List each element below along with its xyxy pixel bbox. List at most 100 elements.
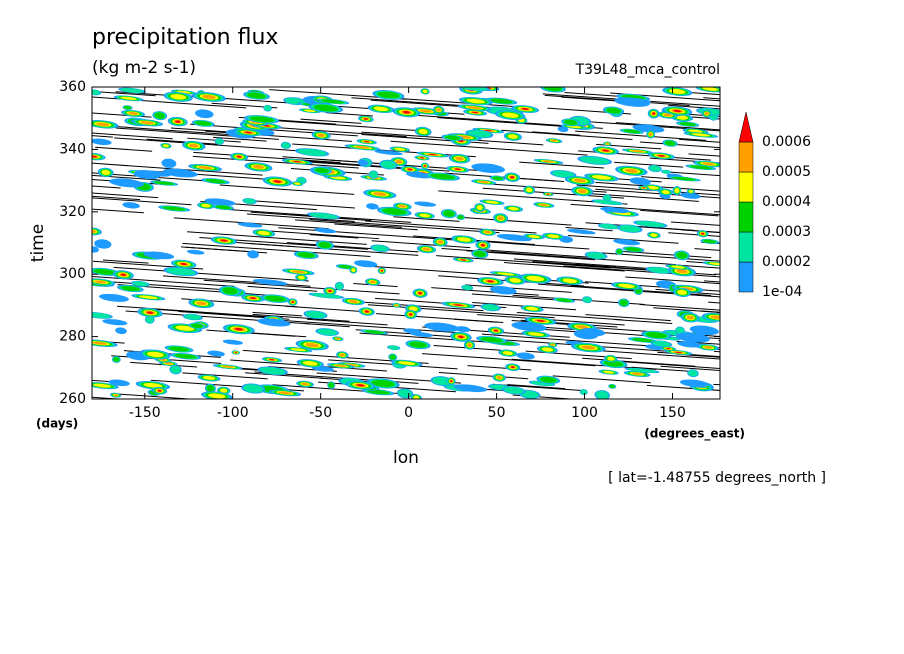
field-blob — [115, 327, 127, 335]
field-blob — [527, 332, 544, 337]
field-streak — [714, 350, 720, 353]
field-blob — [510, 366, 515, 369]
field-blob — [496, 272, 515, 276]
field-blob — [132, 281, 149, 287]
field-blob — [321, 99, 345, 104]
field-blob — [457, 215, 464, 220]
field-blob — [250, 297, 256, 300]
field-streak — [305, 323, 350, 328]
y-tick-label: 340 — [59, 141, 86, 157]
field-streak — [482, 187, 624, 199]
field-blob — [371, 379, 395, 387]
field-blob — [302, 361, 318, 366]
field-blob — [657, 154, 665, 157]
field-streak — [503, 262, 625, 272]
field-blob — [247, 250, 259, 259]
field-blob — [489, 286, 517, 295]
x-tick-label: 0 — [404, 405, 413, 421]
colorbar-segment — [738, 141, 754, 173]
field-streak — [538, 283, 720, 298]
field-blob — [373, 106, 389, 112]
field-streak — [602, 359, 720, 370]
field-blob — [348, 300, 359, 303]
field-blob — [234, 327, 243, 331]
field-streak — [575, 263, 617, 268]
field-blob — [450, 380, 453, 383]
field-blob — [437, 240, 444, 244]
field-streak — [713, 383, 720, 386]
x-axis-unit: (degrees_east) — [644, 427, 745, 442]
field-blob — [338, 265, 353, 269]
field-blob — [679, 122, 696, 127]
field-blob — [122, 202, 140, 209]
y-tick-label: 360 — [59, 79, 86, 95]
field-blob — [673, 109, 682, 113]
field-streak — [232, 407, 374, 417]
colorbar-label: 0.0004 — [762, 194, 811, 210]
field-streak — [614, 161, 684, 168]
field-blob — [303, 109, 316, 113]
field-blob — [206, 385, 215, 392]
field-blob — [373, 192, 387, 196]
field-streak — [245, 372, 323, 379]
field-streak — [246, 213, 355, 223]
field-streak — [436, 255, 611, 269]
field-streak — [713, 346, 720, 349]
field-streak — [190, 123, 358, 137]
field-streak — [590, 121, 720, 132]
field-blob — [599, 223, 619, 229]
field-blob — [305, 342, 319, 348]
field-blob — [138, 295, 158, 299]
field-blob — [424, 322, 460, 332]
field-blob — [257, 318, 291, 327]
field-streak — [390, 140, 588, 156]
field-blob — [580, 328, 606, 337]
field-blob — [432, 376, 452, 386]
field-streak — [252, 200, 355, 209]
field-blob — [635, 221, 666, 227]
field-blob — [143, 382, 163, 388]
field-blob — [466, 98, 486, 104]
x-axis-label: lon — [393, 448, 419, 468]
field-blob — [356, 384, 365, 387]
field-streak — [519, 161, 605, 169]
field-blob — [208, 393, 226, 399]
field-blob — [364, 310, 369, 313]
field-blob — [305, 311, 326, 319]
field-blob — [617, 283, 635, 289]
field-blob — [592, 175, 612, 180]
field-streak — [272, 384, 369, 393]
colorbar-label: 0.0005 — [762, 164, 811, 180]
field-blob — [184, 314, 202, 320]
field-blob — [101, 169, 111, 176]
field-blob — [175, 120, 181, 123]
field-blob — [616, 97, 652, 104]
field-blob — [369, 171, 378, 179]
field-streak — [92, 197, 192, 206]
field-blob — [496, 234, 533, 242]
field-blob — [689, 165, 712, 170]
field-blob — [339, 353, 345, 357]
field-blob — [562, 278, 578, 284]
field-blob — [595, 390, 609, 399]
field-blob — [443, 210, 455, 217]
field-blob — [113, 356, 120, 362]
field-blob — [677, 289, 688, 295]
field-streak — [92, 396, 125, 399]
field-streak — [717, 312, 720, 314]
field-streak — [516, 311, 623, 321]
field-blob — [619, 299, 628, 306]
field-blob — [436, 108, 441, 112]
field-blob — [140, 121, 154, 125]
field-blob — [459, 87, 488, 91]
field-streak — [92, 195, 141, 201]
field-blob — [237, 222, 263, 228]
field-blob — [221, 365, 234, 368]
colorbar-label: 1e-04 — [762, 284, 802, 300]
field-blob — [162, 168, 198, 178]
field-blob — [364, 141, 370, 143]
field-streak — [668, 104, 720, 110]
field-streak — [701, 241, 720, 245]
field-blob — [243, 198, 256, 204]
